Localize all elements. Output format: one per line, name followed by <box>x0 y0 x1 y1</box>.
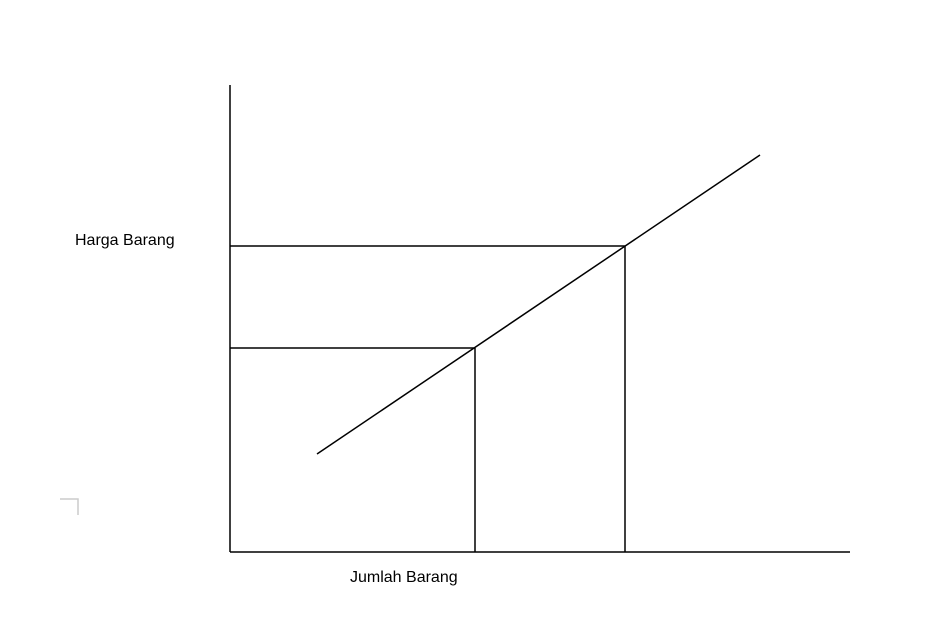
x-axis-label: Jumlah Barang <box>350 569 458 587</box>
chart-svg <box>0 0 927 627</box>
supply-curve-diagram: Harga Barang Jumlah Barang <box>0 0 927 627</box>
supply-line <box>317 155 760 454</box>
corner-mark <box>60 499 78 515</box>
y-axis-label: Harga Barang <box>75 232 175 250</box>
